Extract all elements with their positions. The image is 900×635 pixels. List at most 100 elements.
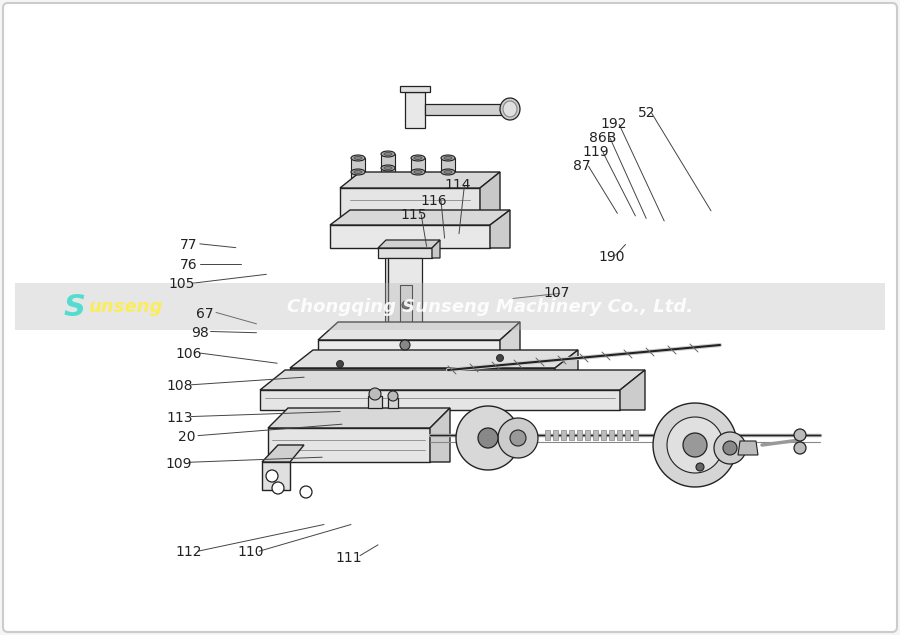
Text: 105: 105 bbox=[168, 277, 195, 291]
Text: 119: 119 bbox=[582, 145, 609, 159]
Polygon shape bbox=[318, 322, 520, 340]
Circle shape bbox=[497, 354, 503, 361]
Bar bbox=[625, 430, 630, 440]
Text: 192: 192 bbox=[600, 117, 627, 131]
Polygon shape bbox=[340, 188, 480, 225]
Circle shape bbox=[300, 486, 312, 498]
Polygon shape bbox=[738, 441, 758, 455]
Circle shape bbox=[266, 470, 278, 482]
Circle shape bbox=[794, 442, 806, 454]
Text: 110: 110 bbox=[237, 545, 264, 559]
Circle shape bbox=[337, 361, 344, 368]
Circle shape bbox=[388, 391, 398, 401]
Circle shape bbox=[369, 388, 381, 400]
Polygon shape bbox=[318, 340, 500, 368]
Polygon shape bbox=[498, 418, 538, 458]
Ellipse shape bbox=[503, 101, 517, 117]
Bar bbox=[617, 430, 622, 440]
Text: 67: 67 bbox=[196, 307, 214, 321]
Polygon shape bbox=[260, 370, 645, 390]
Bar bbox=[577, 430, 582, 440]
Circle shape bbox=[696, 463, 704, 471]
Ellipse shape bbox=[381, 151, 395, 157]
Polygon shape bbox=[500, 322, 520, 368]
Bar bbox=[601, 430, 606, 440]
Ellipse shape bbox=[384, 166, 392, 170]
Polygon shape bbox=[381, 154, 395, 172]
Polygon shape bbox=[411, 172, 425, 190]
Circle shape bbox=[510, 430, 526, 446]
Ellipse shape bbox=[381, 165, 395, 171]
Polygon shape bbox=[381, 168, 395, 186]
Circle shape bbox=[402, 301, 410, 309]
Text: 111: 111 bbox=[336, 551, 363, 565]
Text: S: S bbox=[64, 293, 86, 322]
Bar bbox=[561, 430, 566, 440]
Bar bbox=[633, 430, 638, 440]
Text: 114: 114 bbox=[444, 178, 471, 192]
Polygon shape bbox=[555, 350, 578, 390]
Polygon shape bbox=[378, 248, 432, 258]
Text: 52: 52 bbox=[637, 106, 655, 120]
Ellipse shape bbox=[444, 171, 452, 173]
Ellipse shape bbox=[354, 171, 362, 173]
Text: 77: 77 bbox=[180, 238, 198, 252]
Ellipse shape bbox=[500, 98, 520, 120]
Text: 106: 106 bbox=[176, 347, 202, 361]
Polygon shape bbox=[330, 225, 490, 248]
Bar bbox=[553, 430, 558, 440]
Text: 76: 76 bbox=[180, 258, 198, 272]
Ellipse shape bbox=[351, 155, 365, 161]
Polygon shape bbox=[290, 350, 578, 368]
Ellipse shape bbox=[414, 171, 422, 173]
Polygon shape bbox=[714, 432, 746, 464]
Text: 86B: 86B bbox=[590, 131, 616, 145]
Polygon shape bbox=[441, 172, 455, 190]
Ellipse shape bbox=[411, 169, 425, 175]
Text: unseng: unseng bbox=[89, 298, 163, 316]
Polygon shape bbox=[411, 158, 425, 176]
Ellipse shape bbox=[351, 169, 365, 175]
Polygon shape bbox=[620, 370, 645, 410]
Bar bbox=[545, 430, 550, 440]
Polygon shape bbox=[490, 210, 510, 248]
Circle shape bbox=[400, 340, 410, 350]
Text: 108: 108 bbox=[166, 379, 194, 393]
Polygon shape bbox=[262, 445, 304, 462]
Bar bbox=[569, 430, 574, 440]
FancyBboxPatch shape bbox=[3, 3, 897, 632]
Polygon shape bbox=[268, 428, 430, 462]
Ellipse shape bbox=[354, 156, 362, 159]
Polygon shape bbox=[260, 390, 620, 410]
Polygon shape bbox=[388, 258, 422, 340]
Ellipse shape bbox=[441, 155, 455, 161]
Ellipse shape bbox=[414, 156, 422, 159]
Polygon shape bbox=[351, 158, 365, 176]
Text: 107: 107 bbox=[543, 286, 570, 300]
Bar bbox=[593, 430, 598, 440]
Text: 109: 109 bbox=[165, 457, 192, 471]
Polygon shape bbox=[368, 396, 382, 408]
Polygon shape bbox=[340, 172, 500, 188]
Text: 112: 112 bbox=[176, 545, 202, 559]
Text: 20: 20 bbox=[178, 430, 196, 444]
Text: 116: 116 bbox=[420, 194, 447, 208]
Text: Chongqing Sunseng Machinery Co., Ltd.: Chongqing Sunseng Machinery Co., Ltd. bbox=[287, 298, 693, 316]
Polygon shape bbox=[430, 408, 450, 462]
Polygon shape bbox=[425, 104, 510, 115]
Circle shape bbox=[478, 428, 498, 448]
Circle shape bbox=[794, 429, 806, 441]
Bar bbox=[15, 283, 885, 330]
Text: 87: 87 bbox=[572, 159, 590, 173]
Polygon shape bbox=[262, 462, 290, 490]
Text: 98: 98 bbox=[191, 326, 209, 340]
Polygon shape bbox=[290, 368, 555, 390]
Polygon shape bbox=[268, 408, 450, 428]
Polygon shape bbox=[388, 398, 398, 408]
Polygon shape bbox=[351, 172, 365, 190]
Polygon shape bbox=[305, 375, 315, 381]
Circle shape bbox=[723, 441, 737, 455]
Polygon shape bbox=[400, 86, 430, 92]
Circle shape bbox=[683, 433, 707, 457]
Polygon shape bbox=[405, 90, 425, 92]
